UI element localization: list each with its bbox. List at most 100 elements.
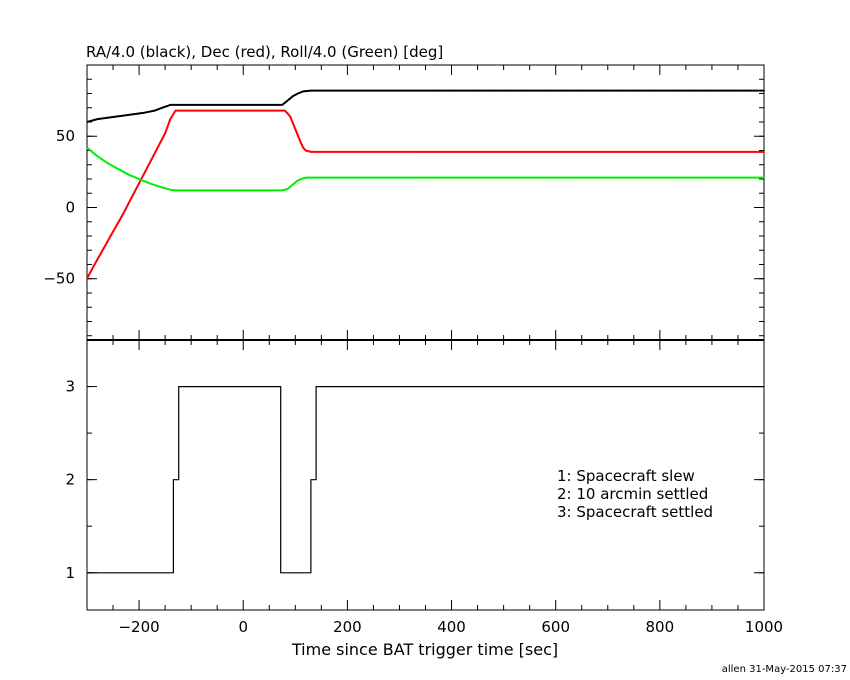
top-series-point-1 (625, 151, 628, 153)
top-series-point-0 (656, 89, 659, 92)
top-series-point-2 (694, 176, 697, 179)
top-series-point-1 (610, 151, 612, 153)
top-series-point-1 (566, 151, 568, 153)
top-series-point-2 (444, 176, 447, 179)
top-series-point-1 (553, 151, 556, 153)
top-series-point-1 (422, 151, 425, 153)
top-series-point-0 (669, 89, 672, 92)
x-tick-label: 800 (646, 618, 675, 636)
top-series-point-1 (547, 151, 550, 153)
top-series-point-1 (747, 151, 750, 153)
top-series-point-2 (522, 176, 525, 179)
top-series-point-1 (710, 151, 712, 153)
top-series-point-0 (703, 89, 706, 92)
top-series-point-0 (497, 89, 500, 92)
top-series-point-1 (622, 151, 625, 153)
top-series-point-2 (553, 176, 556, 179)
top-series-point-2 (644, 176, 647, 179)
top-series-point-1 (750, 151, 753, 153)
top-series-point-1 (600, 151, 603, 153)
top-series-point-2 (485, 176, 487, 179)
top-series-point-1 (669, 151, 672, 153)
top-series-point-2 (616, 176, 618, 179)
top-series-point-2 (660, 176, 662, 179)
top-series-point-1 (585, 151, 587, 153)
top-series-point-0 (510, 89, 512, 92)
top-series-point-2 (710, 176, 712, 179)
top-series-point-2 (703, 176, 706, 179)
top-series-point-0 (681, 89, 684, 92)
top-series-point-1 (722, 151, 725, 153)
bottom-y-tick-label: 3 (65, 378, 75, 396)
top-series-point-2 (525, 176, 528, 179)
top-series-point-1 (575, 151, 578, 153)
top-series-point-1 (450, 151, 453, 153)
top-series-point-2 (560, 176, 562, 179)
top-series-point-1 (741, 151, 743, 153)
top-series-point-2 (738, 176, 740, 179)
top-series-point-2 (631, 176, 634, 179)
top-series-point-1 (691, 151, 693, 153)
top-series-point-1 (706, 151, 709, 153)
top-series-point-0 (450, 89, 453, 92)
top-series-point-2 (728, 176, 731, 179)
top-series-point-0 (688, 89, 690, 92)
top-series-point-1 (572, 151, 575, 153)
top-series-point-1 (428, 151, 431, 153)
top-series-point-2 (538, 176, 540, 179)
top-series-point-2 (494, 176, 497, 179)
top-series-point-1 (588, 151, 590, 153)
top-series-point-2 (656, 176, 659, 179)
top-series-point-2 (691, 176, 693, 179)
top-series-point-2 (463, 176, 465, 179)
top-series-point-2 (675, 176, 678, 179)
top-series-point-1 (513, 151, 515, 153)
top-series-point-2 (756, 176, 759, 179)
top-series-point-2 (610, 176, 612, 179)
top-series-point-0 (700, 89, 703, 92)
top-series-point-0 (456, 89, 459, 92)
top-series-point-1 (606, 151, 609, 153)
top-series-point-0 (485, 89, 487, 92)
top-series-point-2 (763, 176, 765, 179)
top-series-point-1 (635, 151, 637, 153)
top-series-point-1 (525, 151, 528, 153)
top-series-point-1 (488, 151, 490, 153)
legend-entry-1: 1: Spacecraft slew (557, 467, 695, 485)
top-series-point-0 (706, 89, 709, 92)
top-series-point-2 (653, 176, 656, 179)
top-series-point-0 (513, 89, 515, 92)
top-series-point-2 (453, 176, 456, 179)
top-series-point-2 (722, 176, 725, 179)
top-series-point-0 (469, 89, 472, 92)
top-series-point-0 (475, 89, 478, 92)
top-series-point-1 (631, 151, 634, 153)
top-series-point-0 (541, 89, 544, 92)
top-series-point-0 (438, 89, 440, 92)
top-series-point-0 (694, 89, 697, 92)
top-series-point-0 (550, 89, 553, 92)
top-series-point-0 (481, 89, 484, 92)
top-series-point-1 (503, 151, 506, 153)
top-series-point-1 (725, 151, 728, 153)
top-series-point-1 (431, 151, 434, 153)
top-series-point-0 (616, 89, 618, 92)
top-series-point-0 (575, 89, 578, 92)
top-series-point-1 (581, 151, 584, 153)
top-series-point-0 (478, 89, 481, 92)
top-series-point-1 (688, 151, 690, 153)
top-series-point-0 (463, 89, 465, 92)
top-series-point-2 (447, 176, 450, 179)
top-series-point-0 (685, 89, 687, 92)
top-series-point-0 (744, 89, 747, 92)
top-series-point-2 (706, 176, 709, 179)
top-series-point-0 (641, 89, 643, 92)
top-series-point-2 (713, 176, 715, 179)
top-series-point-1 (694, 151, 697, 153)
top-series-point-1 (578, 151, 581, 153)
top-series-point-0 (535, 89, 537, 92)
top-series-point-1 (703, 151, 706, 153)
top-series-point-0 (506, 89, 509, 92)
top-series-point-1 (663, 151, 665, 153)
